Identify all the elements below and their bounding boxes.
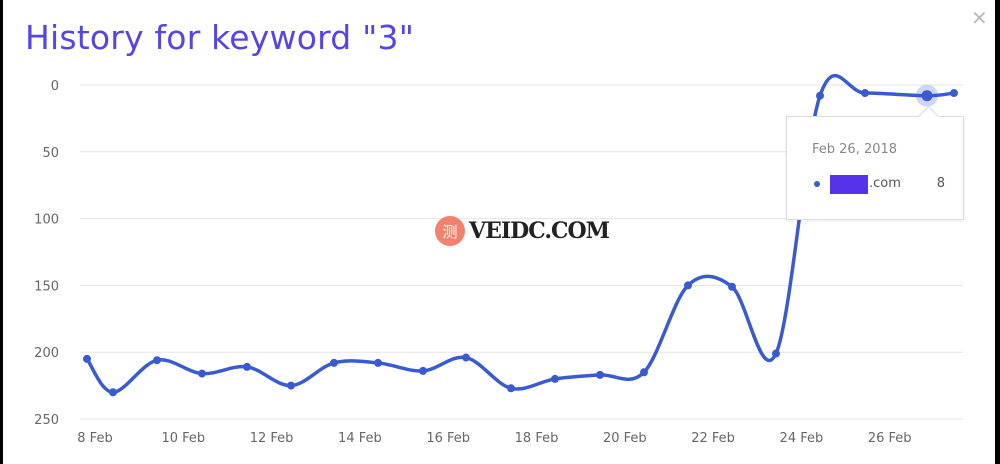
watermark-logo: 测	[435, 216, 465, 246]
data-point	[462, 353, 470, 362]
chart-tooltip: Feb 26, 2018 .com 8	[786, 116, 964, 220]
data-point	[816, 91, 824, 100]
data-point	[83, 354, 91, 363]
rank-history-chart: 0 50 100 150 200 250 8 Feb 10 Feb 12 Feb 14 Feb 16…	[34, 73, 963, 446]
watermark-text: VEIDC.COM	[469, 218, 610, 244]
x-tick-label: 8 Feb	[77, 431, 112, 446]
data-point	[772, 349, 780, 358]
data-point	[330, 358, 338, 367]
x-tick-label: 14 Feb	[338, 431, 382, 446]
data-point	[287, 381, 295, 390]
y-tick-label: 250	[34, 413, 59, 428]
y-tick-label: 50	[42, 146, 59, 161]
data-point	[861, 89, 869, 98]
data-point	[684, 281, 692, 290]
tooltip-date: Feb 26, 2018	[812, 142, 898, 157]
data-point	[153, 356, 161, 365]
data-point	[640, 368, 648, 377]
data-point	[551, 374, 559, 383]
data-point	[728, 282, 736, 291]
keyword-history-modal: History for keyword "3" ✕ 0 50 100 150 200 25…	[3, 0, 995, 464]
series-dot-icon	[814, 181, 820, 187]
y-tick-label: 100	[34, 213, 59, 228]
x-tick-label: 24 Feb	[780, 431, 824, 446]
x-tick-label: 18 Feb	[515, 431, 559, 446]
x-tick-label: 10 Feb	[161, 431, 205, 446]
modal-title: History for keyword "3"	[25, 18, 415, 57]
x-tick-label: 26 Feb	[868, 431, 912, 446]
redacted-domain	[830, 175, 868, 194]
y-tick-label: 200	[34, 346, 59, 361]
close-icon[interactable]: ✕	[971, 6, 988, 30]
tooltip-value: 8	[936, 176, 945, 191]
data-point-highlighted	[921, 90, 933, 102]
x-tick-label: 20 Feb	[603, 431, 647, 446]
y-tick-label: 150	[34, 279, 59, 294]
data-point	[596, 370, 604, 379]
watermark: 测 VEIDC.COM	[435, 216, 610, 246]
tooltip-domain: .com	[869, 176, 901, 191]
data-point	[374, 358, 382, 367]
data-point	[109, 388, 117, 397]
data-point	[198, 369, 206, 378]
x-tick-label: 16 Feb	[426, 431, 470, 446]
y-tick-label: 0	[51, 79, 59, 94]
x-tick-label: 22 Feb	[691, 431, 735, 446]
data-point	[507, 384, 515, 393]
data-point	[419, 366, 427, 375]
data-point	[243, 362, 251, 371]
data-point	[950, 89, 958, 98]
x-tick-label: 12 Feb	[250, 431, 294, 446]
